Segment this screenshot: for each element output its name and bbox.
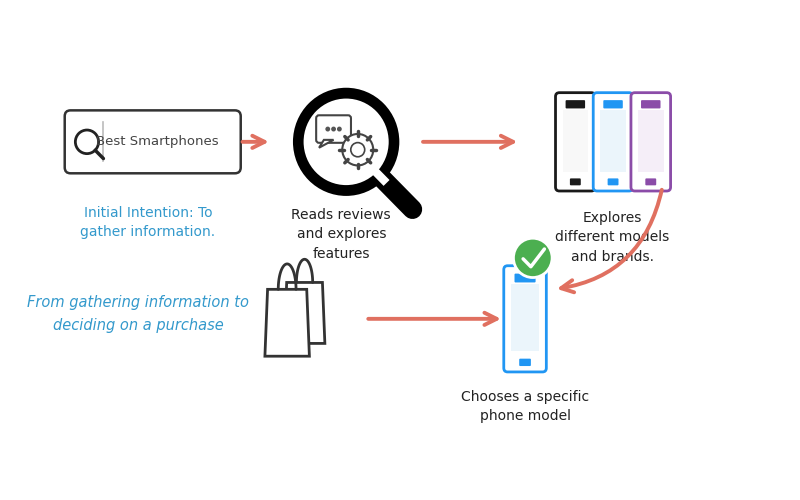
Circle shape — [75, 130, 98, 154]
Circle shape — [342, 134, 374, 166]
FancyBboxPatch shape — [638, 110, 663, 172]
Circle shape — [303, 98, 389, 185]
Circle shape — [337, 126, 342, 132]
Text: Best Smartphones: Best Smartphones — [96, 136, 219, 148]
Circle shape — [293, 88, 399, 196]
Text: Chooses a specific
phone model: Chooses a specific phone model — [461, 390, 589, 423]
Polygon shape — [319, 140, 334, 147]
Polygon shape — [284, 282, 325, 344]
Text: Initial Intention: To
gather information.: Initial Intention: To gather information… — [80, 206, 215, 239]
FancyBboxPatch shape — [570, 178, 581, 186]
FancyBboxPatch shape — [555, 92, 595, 191]
FancyBboxPatch shape — [594, 92, 633, 191]
FancyBboxPatch shape — [641, 100, 661, 108]
FancyBboxPatch shape — [316, 116, 351, 143]
Text: From gathering information to
deciding on a purchase: From gathering information to deciding o… — [27, 296, 250, 333]
FancyArrowPatch shape — [561, 190, 662, 292]
FancyBboxPatch shape — [608, 178, 618, 186]
FancyBboxPatch shape — [511, 284, 539, 352]
FancyBboxPatch shape — [631, 92, 670, 191]
FancyBboxPatch shape — [519, 358, 531, 366]
Circle shape — [350, 142, 365, 157]
FancyBboxPatch shape — [600, 110, 626, 172]
Circle shape — [514, 238, 552, 278]
Text: Reads reviews
and explores
features: Reads reviews and explores features — [291, 208, 391, 260]
Polygon shape — [265, 290, 310, 356]
FancyBboxPatch shape — [562, 110, 588, 172]
Text: Explores
different models
and brands.: Explores different models and brands. — [555, 210, 670, 264]
FancyBboxPatch shape — [514, 274, 535, 282]
FancyBboxPatch shape — [646, 178, 656, 186]
FancyBboxPatch shape — [65, 110, 241, 174]
Circle shape — [326, 126, 330, 132]
Circle shape — [331, 126, 336, 132]
FancyBboxPatch shape — [566, 100, 585, 108]
FancyBboxPatch shape — [504, 266, 546, 372]
FancyBboxPatch shape — [603, 100, 622, 108]
